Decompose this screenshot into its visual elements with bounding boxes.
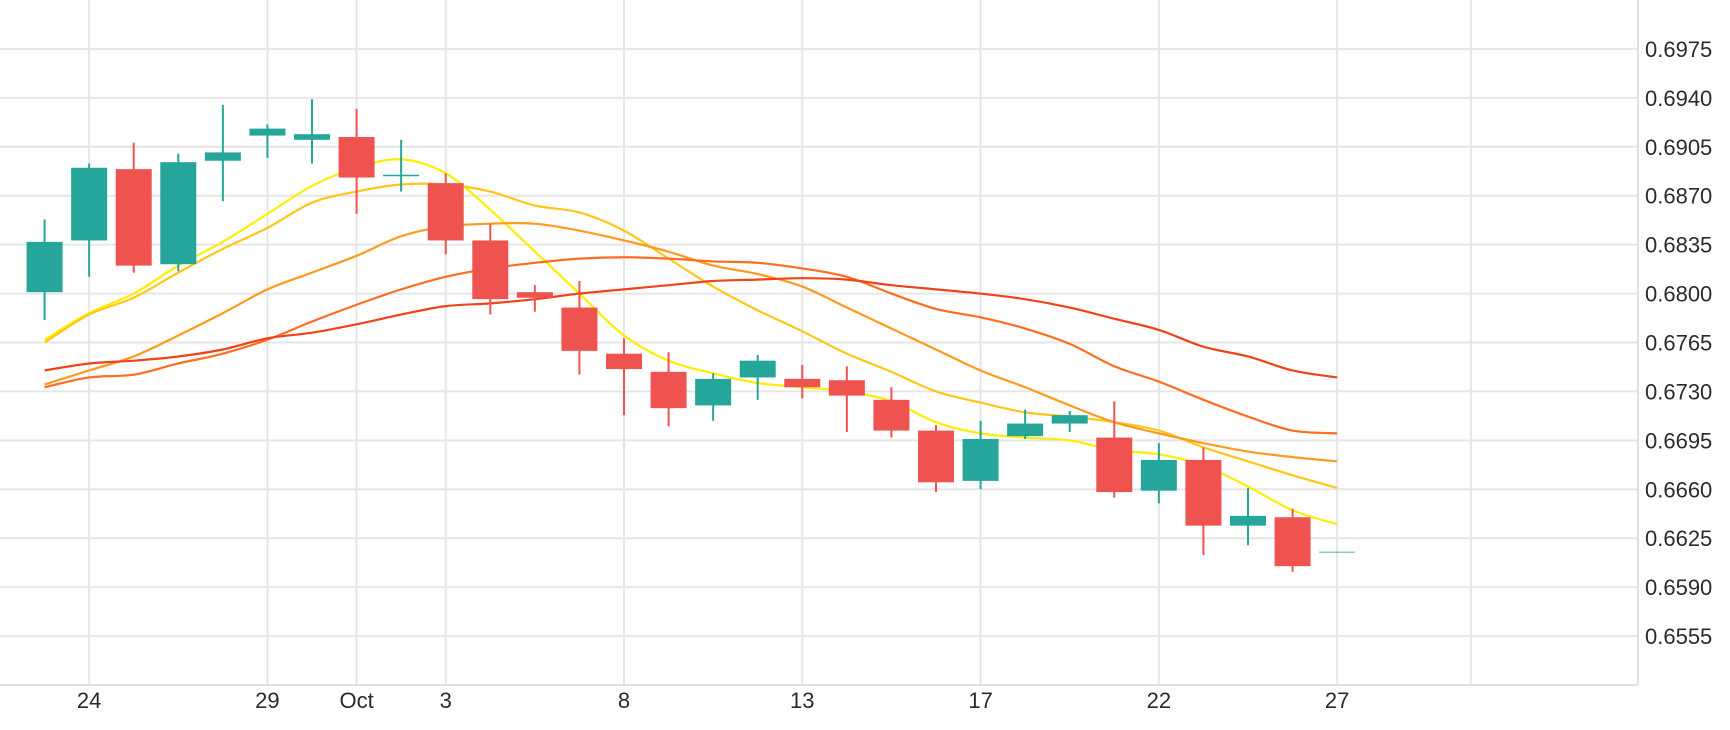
candle-down xyxy=(1096,401,1133,498)
candle-body xyxy=(962,438,999,481)
candle-up xyxy=(294,99,330,164)
y-tick-label: 0.6800 xyxy=(1645,282,1712,307)
y-tick-label: 0.6730 xyxy=(1645,379,1712,404)
candle-body xyxy=(472,240,509,300)
candles xyxy=(26,99,1356,572)
axis-frame xyxy=(0,0,1639,686)
y-tick-label: 0.6555 xyxy=(1645,624,1712,649)
candle-down xyxy=(1274,508,1311,572)
candle-body xyxy=(1230,515,1266,526)
candle-body xyxy=(160,162,197,265)
candle-down xyxy=(650,352,687,427)
candle-body xyxy=(516,292,553,298)
candle-body xyxy=(294,134,330,140)
candle-body xyxy=(828,380,865,396)
y-tick-label: 0.6940 xyxy=(1645,86,1712,111)
ma-line-2 xyxy=(43,182,1338,489)
x-tick-label: 22 xyxy=(1147,688,1171,713)
x-tick-label: 29 xyxy=(255,688,279,713)
x-tick-label: 8 xyxy=(618,688,630,713)
y-tick-label: 0.6590 xyxy=(1645,575,1712,600)
x-axis-tick-labels: 24 29 Oct 3 8 13 17 22 27 xyxy=(77,688,1349,713)
candle-down xyxy=(606,338,642,416)
y-tick-label: 0.6660 xyxy=(1645,477,1712,502)
x-tick-label: 3 xyxy=(440,688,452,713)
x-tick-label: 13 xyxy=(790,688,814,713)
grid xyxy=(0,0,1638,685)
candle-body xyxy=(606,353,642,370)
y-tick-label: 0.6625 xyxy=(1645,526,1712,551)
x-tick-label: 24 xyxy=(77,688,101,713)
y-tick-label: 0.6975 xyxy=(1645,37,1712,62)
candle-body xyxy=(115,169,152,266)
candle-up xyxy=(249,124,286,158)
candle-body xyxy=(784,378,821,388)
candle-down xyxy=(873,387,910,438)
ma-line-3 xyxy=(44,221,1338,463)
candle-body xyxy=(918,430,954,483)
y-tick-label: 0.6905 xyxy=(1645,135,1712,160)
y-tick-label: 0.6695 xyxy=(1645,428,1712,453)
candle-down xyxy=(516,285,553,312)
candle-down xyxy=(338,109,375,214)
candle-body xyxy=(1096,437,1133,493)
candle-body xyxy=(71,167,108,241)
candle-body xyxy=(1051,415,1088,424)
candle-up xyxy=(1051,411,1088,432)
candle-up xyxy=(71,163,108,277)
candle-up xyxy=(26,219,63,321)
candle-up xyxy=(383,139,420,192)
moving-average-lines xyxy=(43,158,1338,526)
candle-up xyxy=(962,420,999,490)
y-tick-label: 0.6870 xyxy=(1645,184,1712,209)
ma-line-5 xyxy=(44,277,1338,379)
candle-up xyxy=(739,355,776,400)
candle-body xyxy=(383,174,420,177)
candle-body xyxy=(1274,517,1311,567)
candle-down xyxy=(472,223,509,315)
x-tick-label: 17 xyxy=(968,688,992,713)
candle-body xyxy=(561,307,598,351)
y-axis-tick-labels: 0.6555 0.6590 0.6625 0.6660 0.6695 0.6730 0.67… xyxy=(1645,37,1712,649)
candle-body xyxy=(1185,459,1222,526)
candle-body xyxy=(739,360,776,378)
candle-up xyxy=(204,104,241,202)
candle-body xyxy=(204,152,241,161)
candle-down xyxy=(115,142,152,273)
candle-body xyxy=(1007,423,1044,437)
candle-down xyxy=(561,280,598,375)
candle-up xyxy=(1140,443,1177,504)
candle-body xyxy=(26,241,63,293)
candle-down xyxy=(427,173,464,255)
candle-up xyxy=(160,153,197,272)
x-tick-label: 27 xyxy=(1325,688,1349,713)
candle-body xyxy=(249,128,286,136)
candle-down xyxy=(1185,447,1222,555)
candle-up xyxy=(695,373,732,421)
candle-body xyxy=(873,399,910,431)
candle-body xyxy=(650,371,687,409)
y-tick-label: 0.6765 xyxy=(1645,331,1712,356)
candle-down xyxy=(784,364,821,399)
candle-down xyxy=(828,366,865,432)
candle-up xyxy=(1007,409,1044,439)
candle-body xyxy=(427,183,464,241)
candle-body xyxy=(338,137,375,178)
candle-body xyxy=(1140,459,1177,491)
x-tick-label: Oct xyxy=(339,688,373,713)
candle-down xyxy=(918,424,954,493)
ma-line-4 xyxy=(44,256,1338,435)
candle-body xyxy=(695,378,732,406)
y-tick-label: 0.6835 xyxy=(1645,233,1712,258)
candle-up xyxy=(1230,487,1266,546)
